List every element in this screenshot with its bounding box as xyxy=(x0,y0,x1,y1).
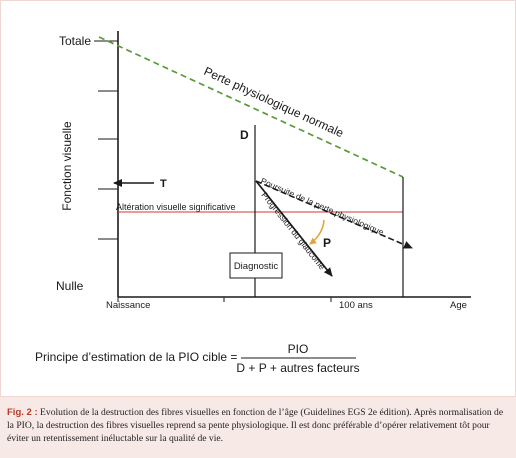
diagnostic-box xyxy=(229,252,283,279)
continued-loss-arrow xyxy=(255,180,413,249)
angle-arc xyxy=(309,219,325,245)
vision-loss-diagram: Fonction visuelle Totale Nulle Naissance… xyxy=(35,31,471,375)
normal-loss-curve xyxy=(98,36,404,178)
formula-numerator: PIO xyxy=(288,342,309,356)
x-start-tick-label: Naissance xyxy=(106,300,150,311)
glaucoma-progression-arrow xyxy=(255,180,333,277)
x-axis-label: Age xyxy=(450,300,467,311)
y-top-tick-label: Totale xyxy=(59,34,91,48)
normal-loss-label: Perte physiologique normale xyxy=(202,64,346,140)
t-label: T xyxy=(160,178,167,190)
y-bottom-tick-label: Nulle xyxy=(56,279,84,293)
diagnostic-label: Diagnostic xyxy=(234,261,279,272)
figure-caption: Fig. 2 : Evolution de la destruction des… xyxy=(0,397,516,458)
impairment-threshold-label: Altération visuelle significative xyxy=(116,202,236,212)
y-axis-label: Fonction visuelle xyxy=(60,121,74,211)
p-label: P xyxy=(323,236,331,250)
d-label: D xyxy=(240,128,249,142)
figure-panel: Fonction visuelle Totale Nulle Naissance… xyxy=(0,0,516,397)
caption-label: Fig. 2 : xyxy=(7,407,38,418)
formula-denominator: D + P + autres facteurs xyxy=(236,361,359,375)
x-end-tick-label: 100 ans xyxy=(339,300,373,311)
caption-text: Evolution de la destruction des fibres v… xyxy=(7,407,504,444)
formula-prefix: Principe d’estimation de la PIO cible = xyxy=(35,350,237,364)
